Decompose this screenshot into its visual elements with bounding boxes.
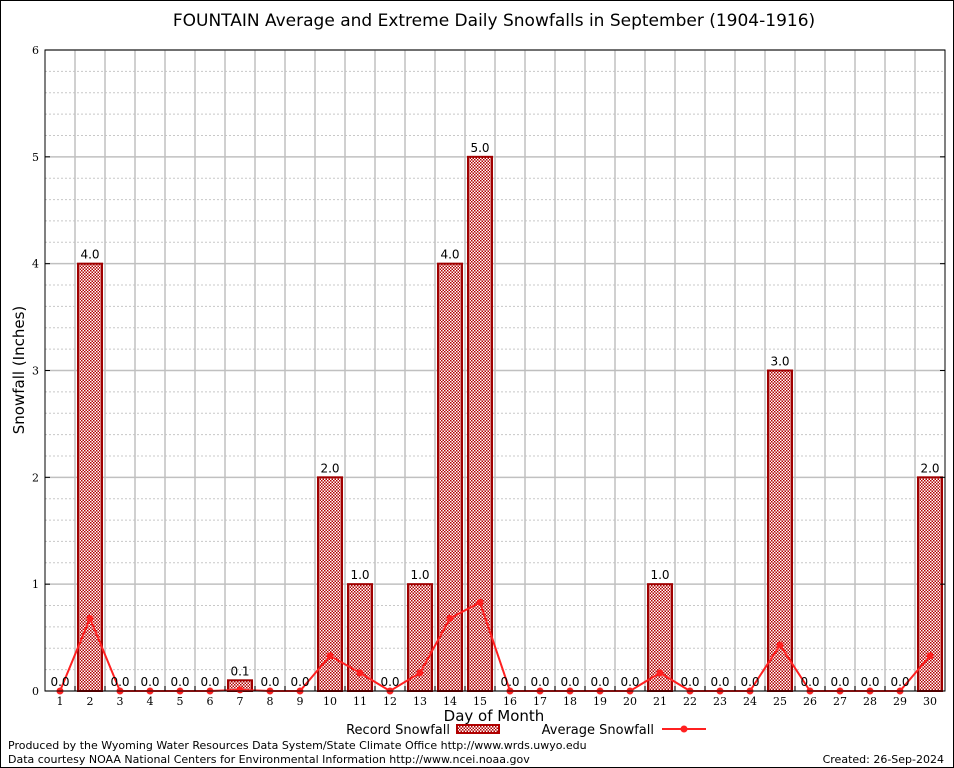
average-point [776, 641, 784, 649]
bar-value-label: 1.0 [350, 568, 369, 582]
bar-value-label: 0.0 [710, 675, 729, 689]
x-tick-label: 18 [563, 695, 577, 708]
x-tick-label: 8 [267, 695, 274, 708]
y-tick-label: 0 [32, 685, 39, 698]
x-tick-label: 4 [147, 695, 154, 708]
y-tick-label: 4 [32, 258, 39, 271]
average-point [446, 614, 454, 622]
y-tick-label: 2 [32, 471, 39, 484]
average-point [416, 669, 424, 677]
bar-value-label: 0.0 [590, 675, 609, 689]
y-tick-label: 1 [32, 578, 39, 591]
bar-value-label: 4.0 [80, 248, 99, 262]
bar-value-label: 4.0 [440, 248, 459, 262]
x-tick-label: 1 [57, 695, 64, 708]
footer-produced-by: Produced by the Wyoming Water Resources … [8, 739, 587, 752]
bar-value-label: 0.0 [140, 675, 159, 689]
record-bar [467, 155, 493, 693]
legend-average-marker [680, 725, 688, 733]
footer-data-courtesy: Data courtesy NOAA National Centers for … [8, 753, 530, 766]
x-tick-label: 22 [683, 695, 697, 708]
x-tick-label: 6 [207, 695, 214, 708]
x-tick-label: 9 [297, 695, 304, 708]
data-labels: 0.0 4.0 0.0 0.0 0.0 0.0 0.1 0.0 0.0 2.0 1.0 0.0 1.0 4… [50, 141, 939, 689]
average-point [356, 669, 364, 677]
average-point [926, 652, 934, 660]
bar-value-label: 0.1 [230, 664, 249, 678]
x-tick-label: 26 [803, 695, 817, 708]
footer-created: Created: 26-Sep-2024 [823, 753, 944, 766]
legend-record-swatch [456, 724, 500, 734]
record-bar [77, 262, 103, 692]
x-tick-label: 2 [87, 695, 94, 708]
bar-value-label: 0.0 [680, 675, 699, 689]
bar-value-label: 0.0 [800, 675, 819, 689]
x-tick-label: 27 [833, 695, 847, 708]
average-point [326, 652, 334, 660]
bar-value-label: 0.0 [830, 675, 849, 689]
bar-value-label: 2.0 [320, 461, 339, 475]
y-tick-label: 6 [32, 44, 39, 57]
x-tick-label: 5 [177, 695, 184, 708]
y-axis-label: Snowfall (Inches) [10, 306, 28, 434]
bar-value-label: 0.0 [860, 675, 879, 689]
average-point [236, 686, 244, 694]
bar-value-label: 0.0 [170, 675, 189, 689]
bar-value-label: 0.0 [500, 675, 519, 689]
bar-value-label: 0.0 [740, 675, 759, 689]
average-point [86, 614, 94, 622]
bar-value-label: 0.0 [380, 675, 399, 689]
bar-value-label: 0.0 [290, 675, 309, 689]
bar-value-label: 1.0 [410, 568, 429, 582]
legend-record-label: Record Snowfall [346, 723, 450, 738]
average-point [656, 669, 664, 677]
y-tick-label: 5 [32, 151, 39, 164]
legend-average-label: Average Snowfall [542, 723, 654, 738]
x-tick-label: 16 [503, 695, 517, 708]
bar-value-label: 0.0 [200, 675, 219, 689]
x-tick-label: 12 [383, 695, 397, 708]
bar-value-label: 0.0 [50, 675, 69, 689]
bar-value-label: 3.0 [770, 355, 789, 369]
x-tick-label: 23 [713, 695, 727, 708]
legend: Record Snowfall Average Snowfall [346, 723, 706, 738]
bar-value-label: 5.0 [470, 141, 489, 155]
x-tick-label: 25 [773, 695, 787, 708]
bar-value-label: 2.0 [920, 461, 939, 475]
bar-value-label: 0.0 [260, 675, 279, 689]
chart-title: FOUNTAIN Average and Extreme Daily Snowf… [173, 11, 815, 31]
x-tick-label: 21 [653, 695, 667, 708]
x-tick-label: 14 [443, 695, 457, 708]
bar-value-label: 0.0 [890, 675, 909, 689]
bar-value-label: 0.0 [530, 675, 549, 689]
record-bar [437, 262, 463, 692]
x-tick-label: 20 [623, 695, 637, 708]
x-tick-label: 19 [593, 695, 607, 708]
x-tick-label: 29 [893, 695, 907, 708]
bar-value-label: 0.0 [110, 675, 129, 689]
x-tick-label: 17 [533, 695, 547, 708]
x-tick-label: 7 [237, 695, 244, 708]
x-tick-label: 15 [473, 695, 487, 708]
x-tick-label: 24 [743, 695, 757, 708]
x-tick-label: 30 [923, 695, 937, 708]
x-tick-label: 10 [323, 695, 337, 708]
bar-value-label: 1.0 [650, 568, 669, 582]
x-tick-label: 11 [353, 695, 367, 708]
x-tick-label: 3 [117, 695, 124, 708]
x-axis-label: Day of Month [444, 707, 545, 725]
x-tick-label: 28 [863, 695, 877, 708]
x-tick-label: 13 [413, 695, 427, 708]
bar-value-label: 0.0 [620, 675, 639, 689]
bar-value-label: 0.0 [560, 675, 579, 689]
average-point [476, 598, 484, 606]
y-tick-label: 3 [32, 365, 39, 378]
